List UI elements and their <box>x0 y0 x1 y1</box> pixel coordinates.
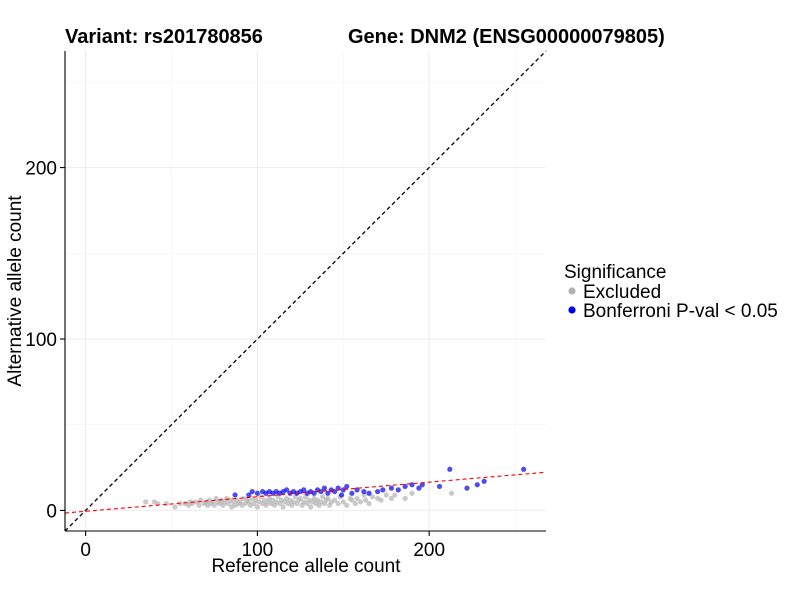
data-point <box>402 495 408 502</box>
tick-marks: 0 100 200 0 100 200 <box>25 159 445 561</box>
series-bonferroni <box>232 466 527 498</box>
chart-title-gene: Gene: DNM2 (ENSG00000079805) <box>348 26 665 48</box>
chart-title-variant: Variant: rs201780856 <box>65 26 263 48</box>
data-point <box>363 497 369 503</box>
data-point <box>254 504 260 510</box>
data-point <box>308 504 314 510</box>
data-point <box>344 483 350 490</box>
data-point <box>254 490 260 496</box>
legend-key-bonferroni <box>568 306 576 314</box>
x-tick-label: 0 <box>80 540 91 561</box>
data-point <box>375 488 381 495</box>
data-point <box>383 492 389 498</box>
data-point <box>436 483 443 490</box>
data-point <box>318 488 324 495</box>
data-point <box>246 492 252 498</box>
legend-title: Significance <box>564 262 666 283</box>
data-point <box>211 502 218 508</box>
data-point <box>192 499 199 505</box>
y-tick-label: 0 <box>46 501 57 522</box>
data-point <box>320 494 326 500</box>
data-point <box>464 485 470 491</box>
axes <box>64 51 546 532</box>
data-point <box>357 499 364 505</box>
regression-fit-line <box>64 471 547 514</box>
data-point <box>297 495 303 502</box>
x-tick-label: 100 <box>242 540 274 561</box>
data-point <box>361 488 367 495</box>
data-point <box>163 500 169 507</box>
data-point <box>344 502 350 508</box>
legend-label-excluded: Excluded <box>583 282 661 303</box>
data-point <box>335 500 341 507</box>
data-point <box>332 497 338 503</box>
grid-lines <box>65 51 546 531</box>
data-point <box>325 490 331 496</box>
data-point <box>419 482 425 488</box>
data-point <box>340 499 346 505</box>
data-point <box>349 497 355 503</box>
data-point <box>395 487 401 493</box>
data-point <box>388 485 394 491</box>
data-point <box>481 478 487 484</box>
data-point <box>447 466 453 472</box>
data-point <box>366 500 372 507</box>
data-point <box>349 490 355 496</box>
x-tick-label: 200 <box>413 540 445 561</box>
data-points <box>143 466 527 510</box>
data-point <box>284 487 290 493</box>
legend-label-bonferroni: Bonferroni P-val < 0.05 <box>583 301 778 322</box>
reference-diagonal-line <box>64 50 547 532</box>
reference-line-group <box>64 50 547 532</box>
data-point <box>354 495 360 502</box>
title-group: Variant: rs201780856 Gene: DNM2 (ENSG000… <box>65 26 665 48</box>
x-axis-title: Reference allele count <box>211 556 401 577</box>
data-point <box>172 504 178 510</box>
data-point <box>378 497 384 503</box>
data-point <box>474 482 480 488</box>
data-point <box>448 490 455 496</box>
data-point <box>402 483 408 490</box>
data-point <box>340 487 346 493</box>
y-tick-label: 100 <box>25 330 57 351</box>
y-tick-label: 200 <box>25 159 57 180</box>
data-point <box>301 487 307 493</box>
data-point <box>380 487 386 493</box>
data-point <box>338 492 345 498</box>
data-point <box>388 495 394 502</box>
data-point <box>143 499 149 505</box>
data-point <box>369 494 376 500</box>
data-point <box>232 492 238 498</box>
data-point <box>325 495 331 502</box>
data-point <box>392 492 398 498</box>
legend-key-excluded <box>568 287 576 295</box>
data-point <box>416 485 422 491</box>
data-point <box>352 500 358 507</box>
data-point <box>409 490 415 496</box>
data-point <box>521 466 527 472</box>
data-point <box>366 490 372 496</box>
data-point <box>196 502 202 508</box>
data-point <box>280 504 286 510</box>
y-axis-title: Alternative allele count <box>5 195 26 387</box>
data-point <box>249 488 255 495</box>
fit-line-group <box>64 471 547 514</box>
data-point <box>321 485 327 491</box>
